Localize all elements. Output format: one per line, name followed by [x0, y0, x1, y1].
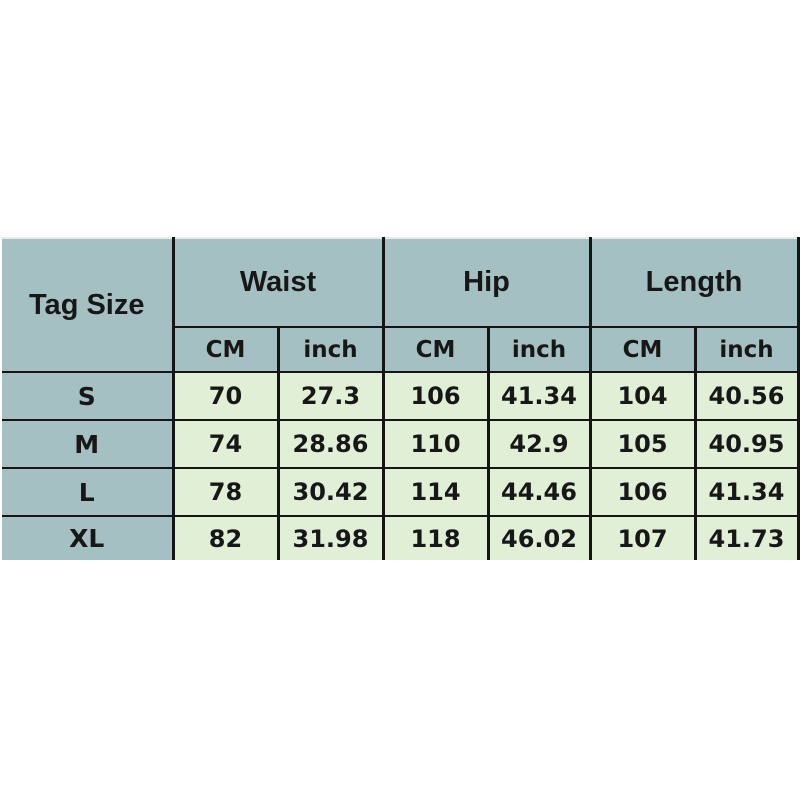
corner-header-tag-size: Tag Size [2, 237, 175, 373]
value-s-hip-inch: 41.34 [486, 371, 592, 421]
header-unit-row: CM inch CM inch CM inch [2, 326, 800, 373]
table-row-s: S 70 27.3 106 41.34 104 40.56 [2, 371, 800, 421]
size-label-l: L [2, 467, 175, 517]
size-label-s: S [2, 371, 175, 421]
size-label-xl: XL [2, 515, 175, 560]
value-l-hip-inch: 44.46 [486, 467, 592, 517]
value-xl-length-inch: 41.73 [693, 515, 800, 560]
size-chart-table: Tag Size Waist Hip Length CM inch CM inc… [2, 237, 800, 560]
column-group-length: Length [588, 237, 800, 328]
unit-header-length-cm: CM [588, 326, 697, 373]
value-s-hip-cm: 106 [381, 371, 490, 421]
value-xl-hip-inch: 46.02 [486, 515, 592, 560]
unit-header-length-inch: inch [693, 326, 800, 373]
value-m-length-inch: 40.95 [693, 419, 800, 469]
value-l-length-inch: 41.34 [693, 467, 800, 517]
table-row-xl: XL 82 31.98 118 46.02 107 41.73 [2, 515, 800, 560]
unit-header-waist-cm: CM [173, 326, 280, 373]
column-group-hip: Hip [381, 237, 592, 328]
value-m-length-cm: 105 [588, 419, 697, 469]
value-s-length-inch: 40.56 [693, 371, 800, 421]
value-m-hip-cm: 110 [381, 419, 490, 469]
value-xl-waist-cm: 82 [171, 515, 280, 560]
column-group-waist: Waist [171, 237, 385, 328]
value-l-waist-cm: 78 [171, 467, 280, 517]
value-l-length-cm: 106 [588, 467, 697, 517]
value-xl-hip-cm: 118 [381, 515, 490, 560]
value-xl-waist-inch: 31.98 [276, 515, 385, 560]
unit-header-waist-inch: inch [276, 326, 385, 373]
value-m-waist-inch: 28.86 [276, 419, 385, 469]
value-l-waist-inch: 30.42 [276, 467, 385, 517]
value-m-waist-cm: 74 [171, 419, 280, 469]
value-s-length-cm: 104 [588, 371, 697, 421]
table-row-m: M 74 28.86 110 42.9 105 40.95 [2, 419, 800, 469]
value-l-hip-cm: 114 [381, 467, 490, 517]
value-m-hip-inch: 42.9 [486, 419, 592, 469]
unit-header-hip-cm: CM [381, 326, 490, 373]
value-s-waist-cm: 70 [171, 371, 280, 421]
table-row-l: L 78 30.42 114 44.46 106 41.34 [2, 467, 800, 517]
unit-header-hip-inch: inch [486, 326, 592, 373]
size-label-m: M [2, 419, 175, 469]
value-xl-length-cm: 107 [588, 515, 697, 560]
header-group-row: Tag Size Waist Hip Length [2, 237, 800, 373]
value-s-waist-inch: 27.3 [276, 371, 385, 421]
